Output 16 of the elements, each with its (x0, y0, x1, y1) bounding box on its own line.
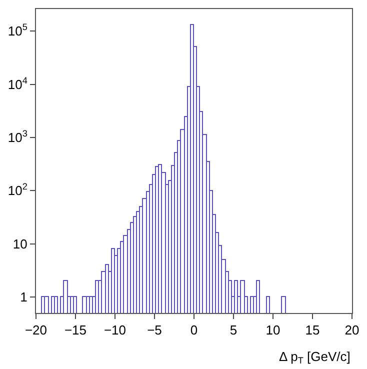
x-tick-label: −5 (147, 322, 162, 338)
y-tick-label: 10$^{5}$ (8, 22, 28, 39)
y-tick-label: 10 (12, 236, 28, 252)
y-tick-label: 10$^{2}$ (8, 182, 28, 198)
y-tick-label: 1 (20, 290, 28, 305)
x-tick-label: −10 (104, 322, 126, 338)
x-tick-label: 5 (230, 322, 238, 338)
x-tick-label: 15 (305, 322, 320, 338)
x-axis-title: Δ p$_{T}$ [GeV/c] (279, 349, 350, 366)
y-tick-label: 10$^{4}$ (8, 75, 28, 92)
x-tick-label: 20 (344, 322, 360, 338)
x-tick-label: 0 (190, 322, 198, 338)
x-tick-label: −20 (24, 322, 48, 338)
x-tick-label: 10 (266, 322, 280, 338)
x-tick-label: −15 (64, 322, 87, 338)
y-tick-label: 10$^{3}$ (8, 128, 28, 145)
